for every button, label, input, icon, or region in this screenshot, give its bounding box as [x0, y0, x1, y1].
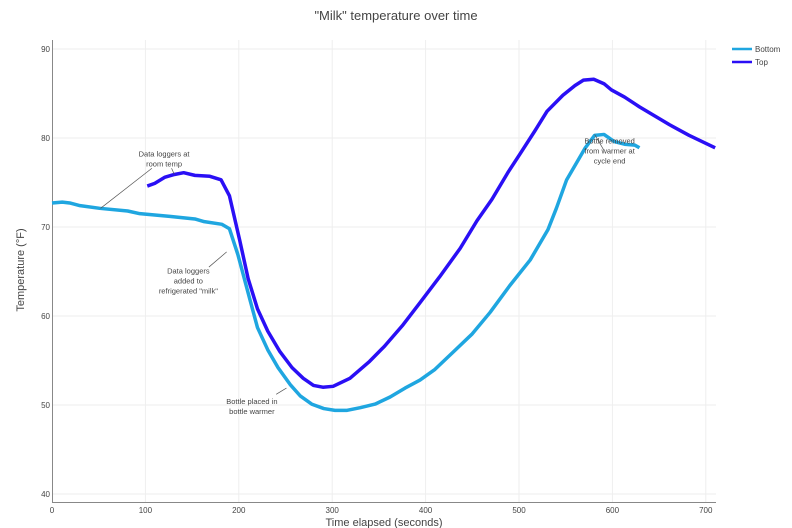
annotation-text: cycle end — [594, 156, 626, 165]
y-tick-label: 60 — [41, 312, 50, 321]
y-tick-label: 90 — [41, 45, 50, 54]
y-tick-label: 80 — [41, 134, 50, 143]
legend-label-top: Top — [755, 58, 768, 67]
x-axis-label: Time elapsed (seconds) — [326, 517, 443, 528]
annotation-text: Bottle removed — [584, 136, 634, 145]
y-tick-label: 70 — [41, 223, 50, 232]
x-tick-label: 400 — [419, 506, 433, 515]
annotation-arrow — [275, 387, 287, 395]
annotation-text: bottle warmer — [229, 407, 275, 416]
annotation-arrow — [100, 167, 153, 209]
x-tick-label: 200 — [232, 506, 246, 515]
grid — [52, 40, 716, 502]
x-tick-label: 0 — [50, 506, 55, 515]
legend-label-bottom: Bottom — [755, 45, 781, 54]
series-line-top — [146, 77, 716, 389]
series-line-bottom — [51, 132, 641, 413]
annotation-text: Data loggers — [167, 266, 210, 275]
annotation-arrow — [594, 134, 605, 151]
annotation-arrow — [208, 251, 227, 268]
y-axis-label: Temperature (°F) — [15, 228, 27, 311]
tick-labels: 0 100 200 300 400 500 600 700 40 50 60 70 80 90 — [41, 45, 713, 515]
annotation-text: refrigerated "milk" — [159, 286, 218, 295]
x-tick-label: 300 — [326, 506, 340, 515]
annotation-text: Data loggers at — [139, 150, 191, 159]
chart-title: "Milk" temperature over time — [314, 8, 477, 23]
annotation-text: added to — [174, 276, 203, 285]
series-lines — [51, 77, 716, 413]
annotation-text: Bottle placed in — [226, 397, 277, 406]
legend: Bottom Top — [732, 45, 781, 67]
annotation-text: room temp — [146, 160, 182, 169]
x-tick-label: 500 — [512, 506, 526, 515]
x-tick-label: 700 — [699, 506, 713, 515]
y-tick-label: 40 — [41, 490, 50, 499]
annotation-text: from warmer at — [584, 146, 635, 155]
x-tick-label: 100 — [139, 506, 153, 515]
annotation-arrow — [171, 168, 175, 175]
x-tick-label: 600 — [606, 506, 620, 515]
y-tick-label: 50 — [41, 401, 50, 410]
